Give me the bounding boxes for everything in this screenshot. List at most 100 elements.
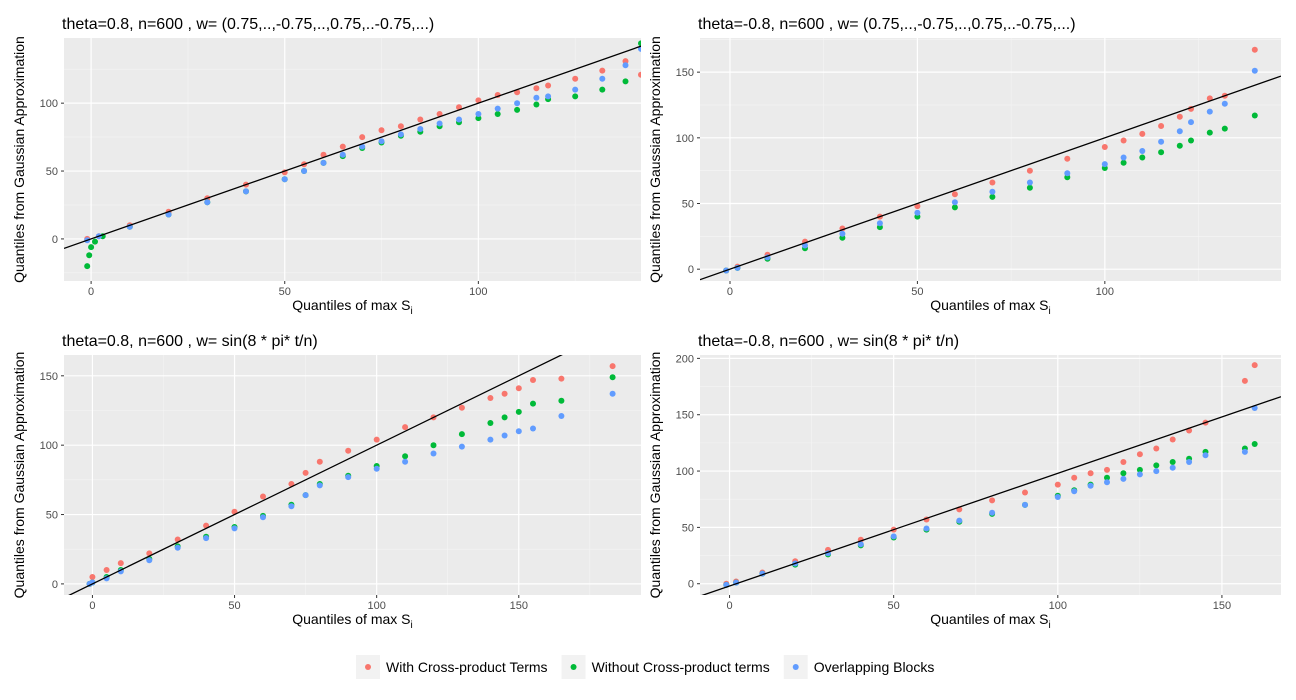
data-point (88, 244, 94, 250)
data-point (1139, 131, 1145, 137)
data-point (459, 444, 465, 450)
data-point (989, 497, 995, 503)
figure-svg: 0 50 100050100theta=0.8, n=600 , w= (0.75,… (0, 0, 1296, 700)
y-tick-label: 100 (40, 440, 58, 452)
data-point (495, 106, 501, 112)
legend-item: Overlapping Blocks (784, 655, 935, 679)
y-tick-label: 150 (40, 371, 58, 383)
data-point (487, 395, 493, 401)
data-point (1252, 68, 1258, 74)
data-point (1188, 119, 1194, 125)
data-point (1207, 130, 1213, 136)
data-point (92, 239, 98, 245)
data-point (877, 220, 883, 226)
data-point (1252, 441, 1258, 447)
data-point (402, 424, 408, 430)
y-tick-label: 100 (40, 98, 58, 110)
data-point (1027, 168, 1033, 174)
data-point (1242, 449, 1248, 455)
data-point (1170, 465, 1176, 471)
data-point (431, 451, 437, 457)
x-tick-label: 150 (510, 600, 528, 612)
data-point (345, 474, 351, 480)
data-point (516, 385, 522, 391)
x-tick-label: 100 (469, 286, 487, 298)
panel-title: theta=0.8, n=600 , w= (0.75,..,-0.75,..,… (62, 16, 434, 33)
data-point (1022, 490, 1028, 496)
data-point (1153, 446, 1159, 452)
data-point (638, 72, 644, 78)
data-point (243, 188, 249, 194)
data-point (610, 391, 616, 397)
data-point (204, 199, 210, 205)
data-point (1186, 459, 1192, 465)
data-point (459, 405, 465, 411)
data-point (623, 62, 629, 68)
data-point (558, 413, 564, 419)
data-point (260, 494, 266, 500)
data-point (203, 535, 209, 541)
data-point (1088, 470, 1094, 476)
data-point (1252, 113, 1258, 119)
data-point (989, 510, 995, 516)
data-point (638, 40, 644, 46)
panel-title: theta=-0.8, n=600 , w= (0.75,..,-0.75,..… (698, 16, 1076, 33)
x-tick-label: 0 (727, 286, 733, 298)
data-point (340, 152, 346, 158)
data-point (924, 526, 930, 532)
data-point (260, 514, 266, 520)
data-point (379, 127, 385, 133)
data-point (345, 448, 351, 454)
y-axis-title: Quantiles from Gaussian Approximation (11, 36, 27, 283)
data-point (914, 210, 920, 216)
data-point (572, 76, 578, 82)
data-point (1064, 170, 1070, 176)
data-point (1120, 459, 1126, 465)
data-point (1252, 362, 1258, 368)
data-point (303, 470, 309, 476)
data-point (572, 93, 578, 99)
x-tick-label: 0 (726, 600, 732, 612)
legend-label: Without Cross-product terms (592, 659, 770, 675)
panel-2: 0 50 100050100150theta=-0.8, n=600 , w= (0… (647, 16, 1281, 317)
y-tick-label: 0 (52, 234, 58, 246)
data-point (1139, 155, 1145, 161)
data-point (1071, 475, 1077, 481)
data-point (487, 420, 493, 426)
data-point (952, 204, 958, 210)
y-tick-label: 150 (676, 67, 694, 79)
data-point (1207, 109, 1213, 115)
data-point (1158, 123, 1164, 129)
data-point (1170, 459, 1176, 465)
legend-marker (571, 664, 577, 670)
data-point (502, 433, 508, 439)
data-point (502, 414, 508, 420)
data-point (175, 545, 181, 551)
data-point (530, 401, 536, 407)
data-point (340, 144, 346, 150)
data-point (1177, 143, 1183, 149)
data-point (1222, 101, 1228, 107)
data-point (533, 102, 539, 108)
data-point (232, 525, 238, 531)
data-point (1102, 144, 1108, 150)
data-point (495, 111, 501, 117)
x-axis-title: Quantiles of max Si (292, 611, 413, 631)
panel-background (700, 355, 1281, 595)
data-point (303, 492, 309, 498)
figure: 0 50 100 0 50 100 theta=0.8, n=600 , w= (0.75,… (0, 0, 1296, 700)
data-point (839, 231, 845, 237)
x-axis-title: Quantiles of max Si (292, 297, 413, 317)
data-point (317, 459, 323, 465)
data-point (891, 533, 897, 539)
data-point (86, 252, 92, 258)
data-point (989, 194, 995, 200)
data-point (1055, 494, 1061, 500)
data-point (545, 93, 551, 99)
data-point (533, 95, 539, 101)
x-tick-label: 100 (1096, 286, 1114, 298)
data-point (514, 100, 520, 106)
x-tick-label: 50 (228, 600, 240, 612)
data-point (1137, 451, 1143, 457)
panel-1: 0 50 100 0 50 100 theta=0.8, n=600 , w= (0.75,… (11, 16, 644, 317)
